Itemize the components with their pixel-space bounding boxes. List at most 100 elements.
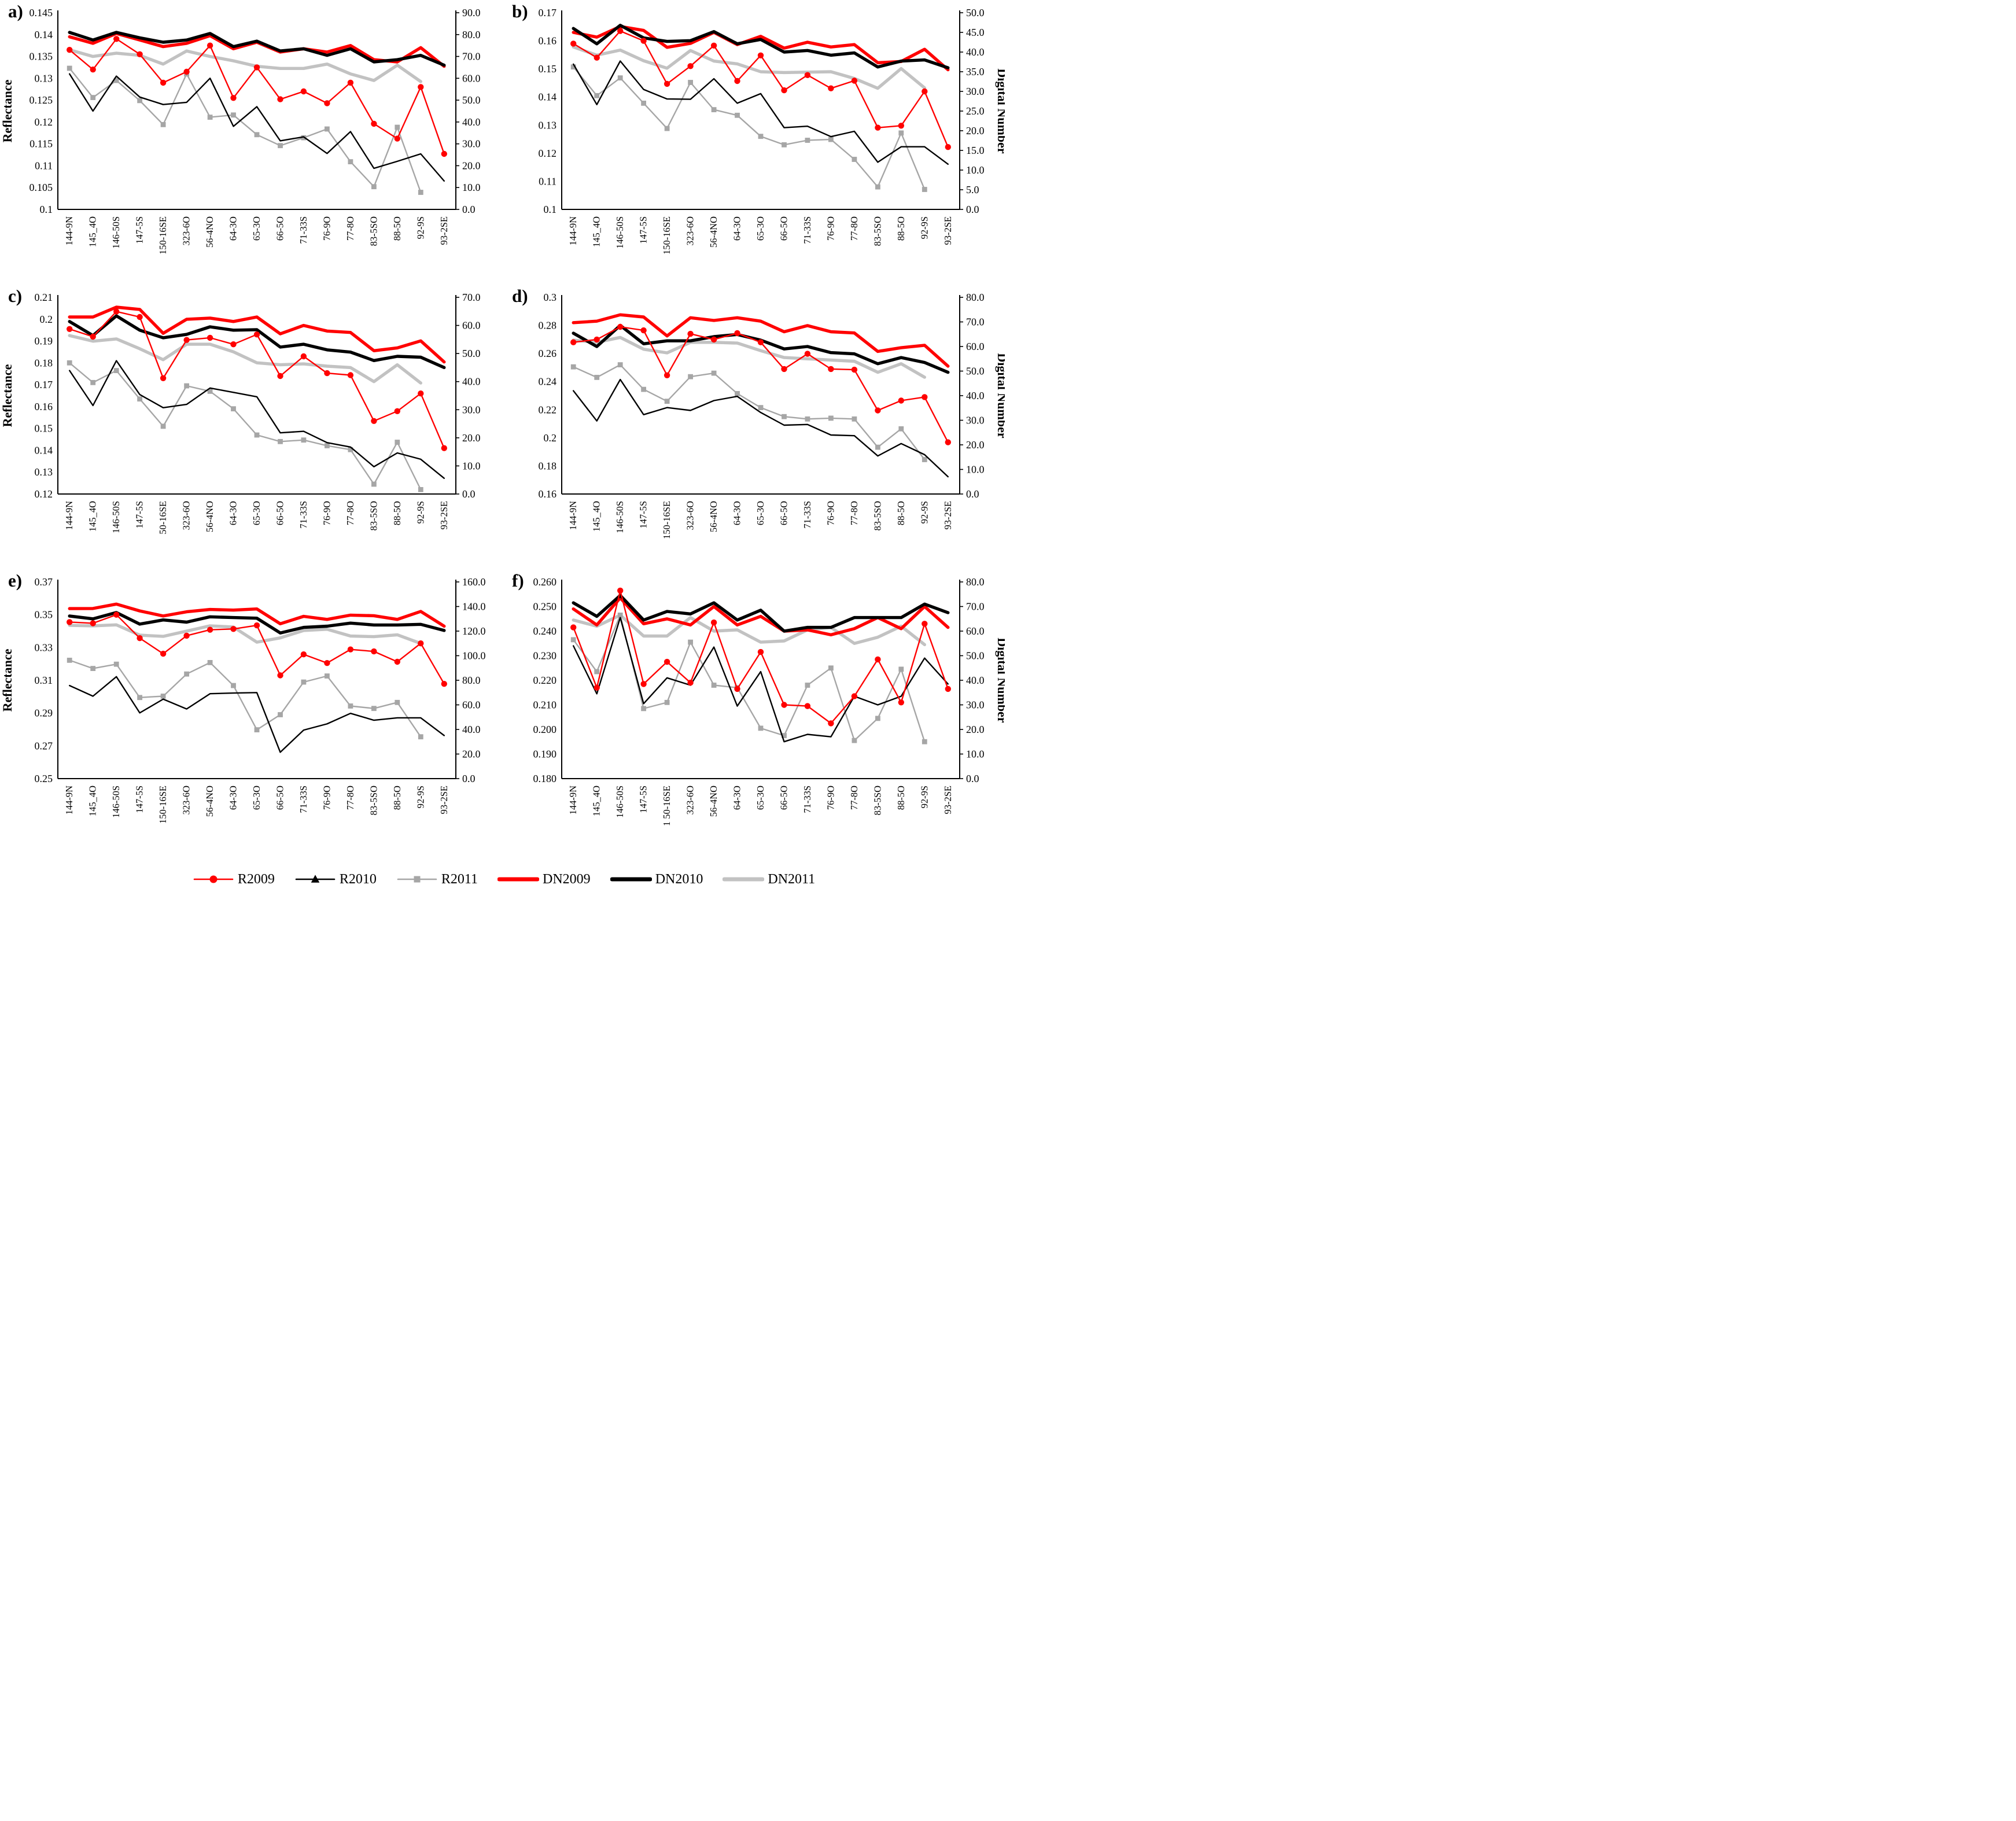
data-point <box>617 587 624 594</box>
data-point <box>758 134 764 139</box>
left-axis-tick-label: 0.12 <box>35 116 53 128</box>
category-label: 146-50S <box>110 216 121 249</box>
data-point <box>570 339 577 345</box>
category-label: 71-33S <box>802 216 813 244</box>
legend-label: R2010 <box>339 871 377 887</box>
category-label: 147-5S <box>638 786 649 813</box>
data-point <box>207 75 211 79</box>
right-axis-tick-label: 10.0 <box>462 182 481 193</box>
data-point <box>371 184 377 190</box>
category-label: 76-9O <box>825 216 836 241</box>
right-axis-tick-label: 70.0 <box>462 51 481 62</box>
left-axis-tick-label: 0.240 <box>533 625 557 637</box>
data-point <box>207 389 213 394</box>
data-point <box>418 190 423 195</box>
right-axis-tick-label: 40.0 <box>462 724 481 735</box>
data-point <box>922 88 928 95</box>
category-label: 76-9O <box>825 501 836 525</box>
data-point <box>137 314 143 320</box>
category-label: 65-3O <box>251 216 262 241</box>
data-point <box>67 360 72 366</box>
right-axis-tick-label: 90.0 <box>462 7 481 19</box>
data-point <box>230 626 237 632</box>
left-axis-tick-label: 0.31 <box>35 674 53 686</box>
series-DN2010-line <box>572 24 950 69</box>
data-point <box>664 399 670 404</box>
category-label: 50-16SE <box>157 501 168 534</box>
category-label: 76-9O <box>321 501 332 525</box>
data-point <box>758 405 764 410</box>
category-label: 150-16SE <box>157 216 168 255</box>
data-point <box>594 375 600 380</box>
data-point <box>418 640 424 647</box>
right-axis-tick-label: 0.0 <box>462 488 476 500</box>
data-point <box>137 695 142 701</box>
data-point <box>113 611 120 618</box>
data-point <box>254 432 260 438</box>
data-point <box>207 660 213 665</box>
data-point <box>160 694 166 699</box>
category-label: 88-5O <box>895 786 906 810</box>
data-point <box>253 331 260 338</box>
data-point <box>137 98 142 104</box>
right-axis-tick-label: 70.0 <box>966 316 985 328</box>
data-point <box>230 341 237 348</box>
data-point <box>875 716 880 721</box>
left-axis-tick-label: 0.17 <box>35 379 53 390</box>
series-DN2009-line <box>68 602 446 628</box>
right-axis-tick-label: 60.0 <box>462 699 481 711</box>
category-label: 146-50S <box>110 786 121 818</box>
left-axis-tick-label: 0.13 <box>35 466 53 478</box>
right-axis-title: Digital Number <box>995 637 1005 723</box>
data-point <box>570 364 576 370</box>
data-point <box>594 669 600 674</box>
series-DN2009-line <box>572 25 950 72</box>
data-point <box>90 67 96 73</box>
data-point <box>300 353 307 360</box>
chart-a: a) 0.1 0.105 0.11 0.115 0.12 0.125 0.13 0.135 0.… <box>0 0 504 285</box>
data-point <box>757 339 764 345</box>
category-label: 146-50S <box>614 216 625 249</box>
series-DN2010-line <box>68 611 446 635</box>
category-label: 65-3O <box>755 216 766 241</box>
data-point <box>231 406 236 412</box>
category-label: 147-5S <box>638 216 649 244</box>
data-point <box>394 658 400 665</box>
right-axis-tick-label: 100.0 <box>462 650 486 662</box>
chart-svg: 0.12 0.13 0.14 0.15 0.16 0.17 0.18 0.19 0.2 0.21 0… <box>0 292 481 534</box>
right-axis-tick-label: 50.0 <box>966 366 985 377</box>
data-point <box>851 78 858 84</box>
right-axis-tick-label: 60.0 <box>462 320 481 331</box>
data-point <box>711 370 717 376</box>
data-point <box>371 481 377 487</box>
legend-swatch <box>723 877 765 882</box>
data-point <box>710 619 717 626</box>
left-axis-tick-label: 0.14 <box>539 91 557 103</box>
data-point <box>394 408 400 414</box>
data-point <box>184 383 189 389</box>
data-point <box>687 680 694 686</box>
data-point <box>617 57 621 61</box>
data-point <box>805 138 810 143</box>
chart-canvas: 0.25 0.27 0.29 0.31 0.33 0.35 0.37 0.0 20.0 40.0 6… <box>0 573 501 850</box>
left-axis-tick-label: 0.180 <box>533 773 557 784</box>
category-label: 92-9S <box>919 216 930 239</box>
data-point <box>371 120 377 127</box>
chart-title: d) <box>512 286 528 306</box>
right-axis-tick-label: 10.0 <box>462 460 481 471</box>
right-axis-tick-label: 140.0 <box>462 601 486 613</box>
data-point <box>828 137 834 142</box>
series-DN2011-line <box>68 334 422 385</box>
data-point <box>277 672 283 679</box>
chart-svg: 0.25 0.27 0.29 0.31 0.33 0.35 0.37 0.0 20.0 40.0 6… <box>0 576 486 824</box>
category-label: 92-9S <box>919 786 930 808</box>
chart-svg: 0.180 0.190 0.200 0.210 0.220 0.230 0.240 0.250… <box>533 576 1010 826</box>
category-label: 93-2SE <box>942 501 953 530</box>
category-label: 144-9N <box>64 501 75 530</box>
category-label: 77-8O <box>849 501 860 525</box>
category-label: 66-5O <box>778 786 789 810</box>
data-point <box>922 394 928 400</box>
right-axis-tick-label: 0.0 <box>966 488 979 500</box>
data-point <box>852 157 857 162</box>
data-point <box>278 143 283 149</box>
